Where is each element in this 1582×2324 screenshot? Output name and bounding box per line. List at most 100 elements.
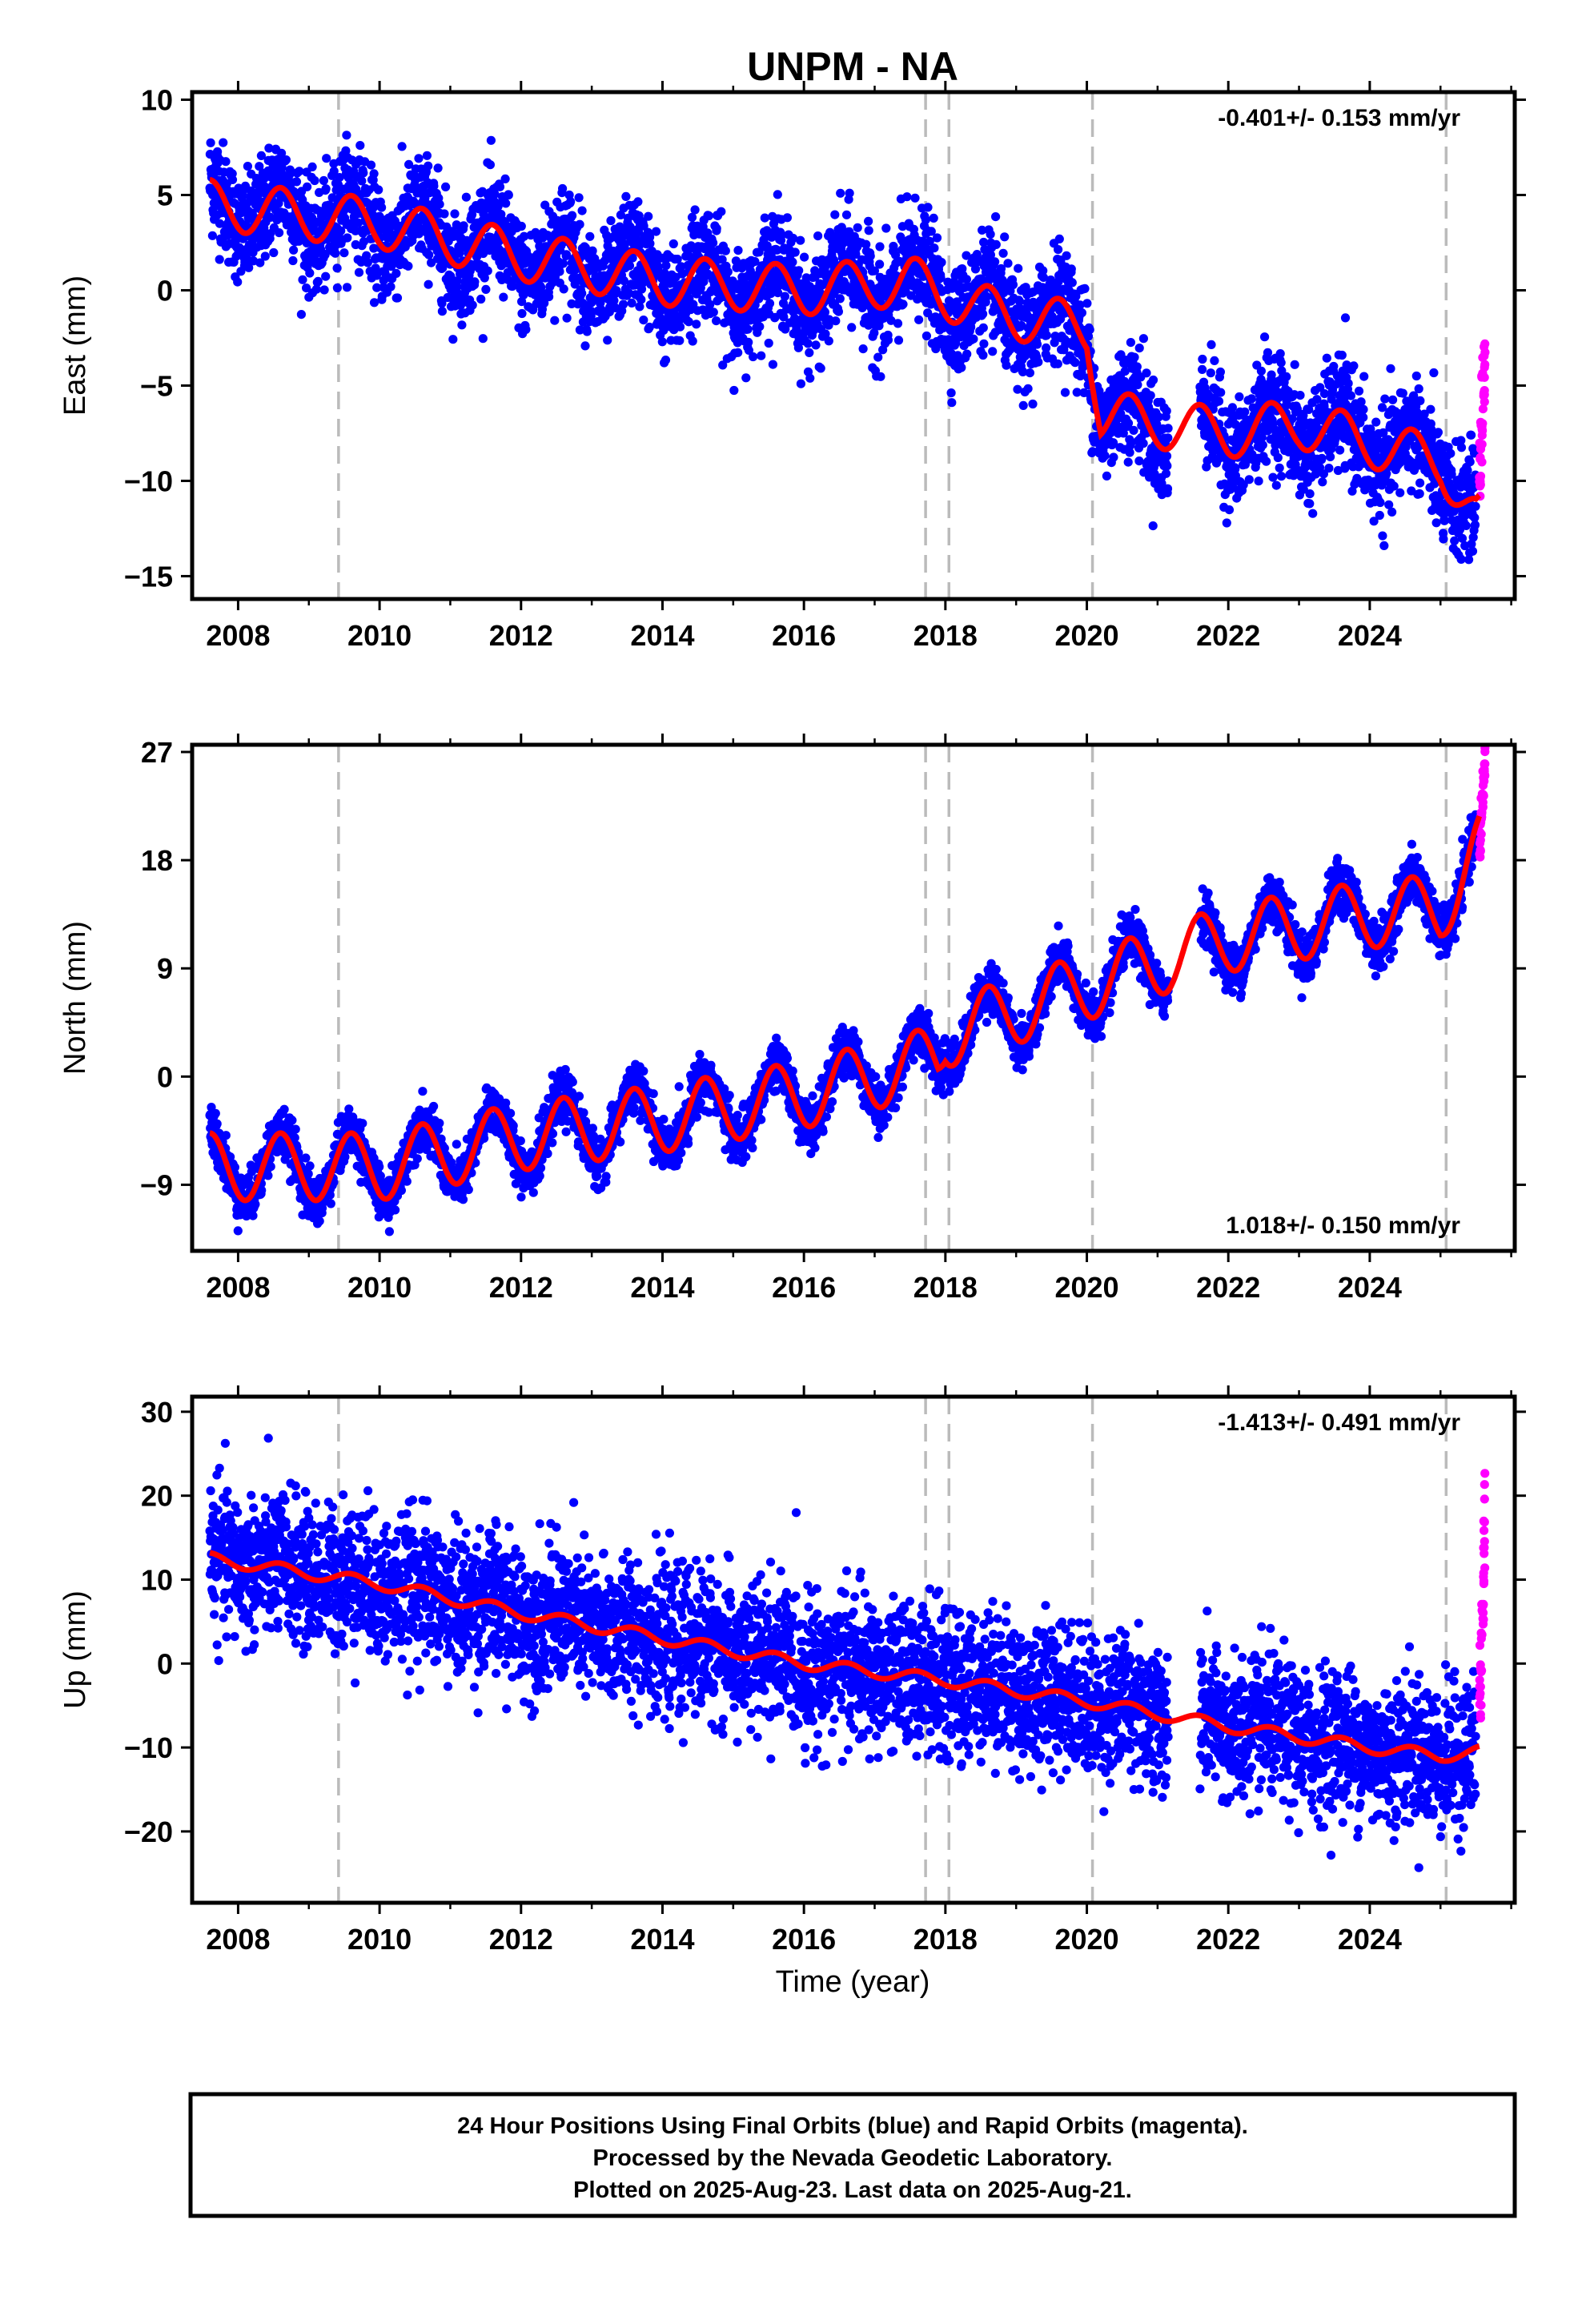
data-point bbox=[219, 138, 228, 147]
data-point bbox=[712, 316, 721, 326]
data-point bbox=[946, 388, 956, 398]
data-point bbox=[1380, 394, 1390, 404]
data-point bbox=[873, 352, 883, 362]
data-point bbox=[1216, 388, 1226, 397]
data-point bbox=[1468, 546, 1478, 556]
data-point bbox=[435, 199, 444, 209]
data-point bbox=[478, 334, 488, 344]
data-point bbox=[1138, 439, 1148, 448]
final-orbit-points bbox=[205, 131, 1480, 565]
data-point bbox=[1146, 391, 1155, 400]
data-point bbox=[1214, 396, 1224, 406]
data-point bbox=[853, 223, 862, 232]
data-point bbox=[636, 295, 646, 304]
data-point bbox=[1431, 518, 1441, 528]
data-point bbox=[1324, 464, 1334, 473]
data-point bbox=[227, 175, 238, 184]
data-point bbox=[1028, 399, 1038, 409]
data-point bbox=[307, 162, 317, 171]
data-point bbox=[1042, 343, 1051, 352]
data-point bbox=[1461, 521, 1471, 531]
data-point bbox=[1054, 234, 1064, 243]
data-point bbox=[1062, 251, 1071, 260]
data-point bbox=[1305, 499, 1315, 509]
data-point bbox=[1162, 406, 1171, 416]
data-point bbox=[295, 167, 304, 176]
data-point bbox=[1282, 372, 1291, 381]
data-point bbox=[921, 331, 931, 341]
x-tick-label: 2020 bbox=[1054, 619, 1118, 652]
data-point bbox=[932, 233, 942, 243]
data-point bbox=[688, 336, 697, 346]
data-point bbox=[875, 242, 885, 251]
data-point bbox=[1130, 352, 1139, 362]
data-point bbox=[836, 188, 845, 198]
data-point bbox=[1132, 362, 1142, 372]
data-point bbox=[568, 211, 577, 220]
data-point bbox=[339, 248, 349, 258]
data-point bbox=[782, 213, 793, 223]
data-point bbox=[233, 1226, 243, 1236]
data-point bbox=[743, 324, 753, 334]
data-point bbox=[457, 320, 467, 330]
data-point bbox=[1235, 392, 1244, 402]
data-point bbox=[260, 251, 270, 261]
data-point bbox=[1224, 505, 1235, 515]
data-point bbox=[1126, 338, 1135, 348]
data-point bbox=[1198, 354, 1207, 364]
data-point bbox=[516, 221, 526, 231]
data-point bbox=[359, 237, 368, 247]
data-point bbox=[369, 169, 379, 179]
data-point bbox=[476, 294, 486, 304]
data-point bbox=[1276, 358, 1286, 368]
data-point bbox=[1254, 476, 1263, 486]
data-point bbox=[796, 379, 806, 388]
rapid-point bbox=[1476, 474, 1485, 484]
y-tick-label: 0 bbox=[157, 274, 173, 307]
data-point bbox=[242, 199, 252, 208]
data-point bbox=[1129, 425, 1138, 436]
data-point bbox=[1014, 263, 1023, 273]
data-point bbox=[1359, 404, 1368, 414]
data-point bbox=[1395, 488, 1405, 497]
data-point bbox=[800, 252, 809, 262]
data-point bbox=[1326, 452, 1335, 462]
data-point bbox=[923, 203, 933, 212]
x-tick-label: 2024 bbox=[1338, 619, 1402, 652]
data-point bbox=[1317, 453, 1327, 463]
data-point bbox=[1034, 357, 1043, 367]
data-point bbox=[1305, 489, 1315, 499]
data-point bbox=[858, 344, 868, 354]
data-point bbox=[1268, 472, 1278, 482]
data-point bbox=[485, 160, 496, 170]
data-point bbox=[893, 319, 903, 328]
data-point bbox=[357, 176, 367, 186]
data-point bbox=[1471, 501, 1480, 511]
data-point bbox=[1340, 313, 1351, 323]
data-point bbox=[577, 288, 587, 298]
data-point bbox=[1359, 372, 1369, 381]
data-point bbox=[1273, 452, 1283, 463]
data-point bbox=[645, 239, 655, 248]
data-point bbox=[1032, 340, 1042, 349]
data-point bbox=[517, 308, 527, 319]
data-point bbox=[296, 310, 306, 320]
data-point bbox=[876, 372, 885, 381]
data-point bbox=[303, 182, 312, 191]
data-point bbox=[521, 324, 531, 334]
data-point bbox=[1080, 283, 1090, 293]
data-point bbox=[845, 188, 854, 198]
data-point bbox=[749, 352, 758, 362]
data-point bbox=[704, 211, 714, 221]
data-point bbox=[319, 175, 328, 186]
data-point bbox=[1070, 358, 1080, 368]
data-point bbox=[651, 227, 661, 236]
data-point bbox=[1271, 480, 1281, 490]
y-tick-label: −15 bbox=[124, 560, 173, 593]
data-point bbox=[811, 340, 821, 350]
data-point bbox=[1244, 475, 1254, 485]
chart-title: UNPM - NA bbox=[747, 44, 958, 89]
data-point bbox=[1256, 366, 1266, 376]
data-point bbox=[1100, 451, 1110, 460]
